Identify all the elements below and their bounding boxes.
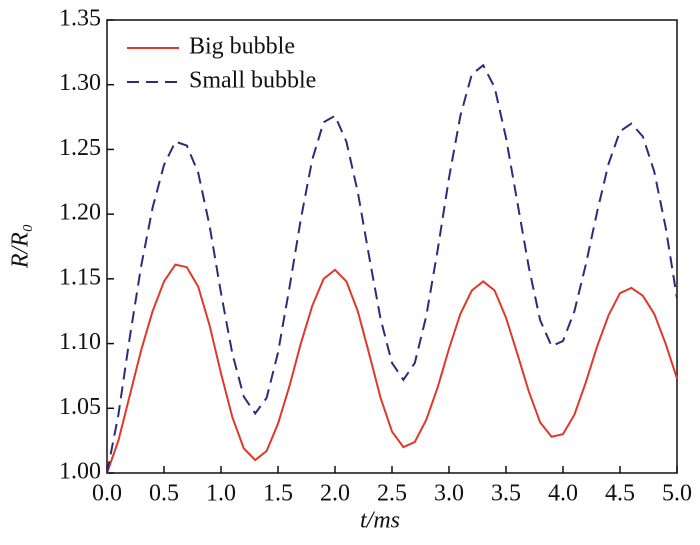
x-tick-label: 2.5 — [377, 481, 407, 507]
x-tick-label: 1.0 — [206, 481, 236, 507]
y-tick-label: 1.20 — [59, 200, 101, 226]
series-line — [106, 263, 678, 474]
x-axis-label: t/ms — [360, 508, 400, 534]
x-tick-label: 3.0 — [434, 481, 464, 507]
y-tick-label: 1.25 — [59, 135, 101, 161]
x-tick-label: 1.5 — [263, 481, 293, 507]
y-tick-label: 1.30 — [59, 70, 101, 96]
y-tick-label: 1.10 — [59, 329, 101, 355]
x-tick-label: 3.5 — [491, 481, 521, 507]
y-tick-label: 1.35 — [59, 6, 101, 32]
y-tick-label: 1.00 — [59, 459, 101, 485]
y-tick-label: 1.05 — [59, 394, 101, 420]
x-tick-label: 0.0 — [92, 481, 122, 507]
x-tick-label: 4.5 — [605, 481, 635, 507]
x-tick-label: 2.0 — [320, 481, 350, 507]
legend-label: Big bubble — [189, 34, 295, 60]
y-axis-label: R/R₀ — [8, 224, 34, 269]
y-tick-label: 1.15 — [59, 264, 101, 290]
legend-label: Small bubble — [189, 68, 316, 94]
x-tick-label: 5.0 — [662, 481, 692, 507]
x-tick-label: 0.5 — [149, 481, 179, 507]
series-line — [106, 63, 678, 474]
x-tick-label: 4.0 — [548, 481, 578, 507]
